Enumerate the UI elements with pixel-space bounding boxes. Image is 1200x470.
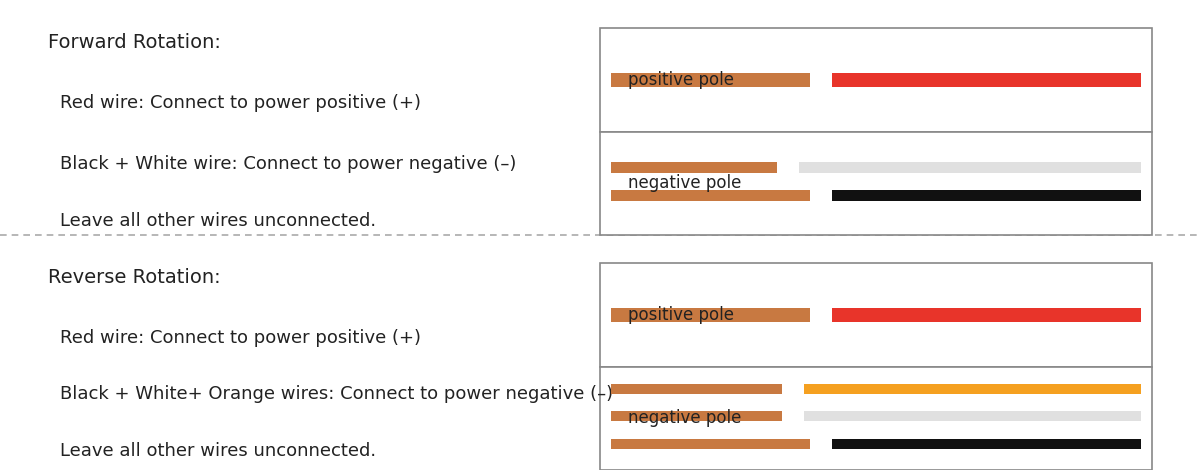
FancyBboxPatch shape	[611, 73, 810, 86]
Text: Red wire: Connect to power positive (+): Red wire: Connect to power positive (+)	[60, 329, 421, 347]
FancyBboxPatch shape	[600, 28, 1152, 132]
FancyBboxPatch shape	[611, 162, 776, 173]
FancyBboxPatch shape	[611, 384, 782, 394]
FancyBboxPatch shape	[804, 411, 1141, 421]
Text: positive pole: positive pole	[628, 71, 733, 89]
Text: negative pole: negative pole	[628, 409, 740, 427]
FancyBboxPatch shape	[804, 384, 1141, 394]
Text: Leave all other wires unconnected.: Leave all other wires unconnected.	[60, 442, 376, 460]
FancyBboxPatch shape	[832, 439, 1141, 449]
FancyBboxPatch shape	[832, 308, 1141, 321]
Text: negative pole: negative pole	[628, 174, 740, 192]
Text: Leave all other wires unconnected.: Leave all other wires unconnected.	[60, 212, 376, 229]
Text: Reverse Rotation:: Reverse Rotation:	[48, 268, 221, 287]
FancyBboxPatch shape	[832, 73, 1141, 86]
FancyBboxPatch shape	[611, 190, 810, 202]
FancyBboxPatch shape	[832, 190, 1141, 202]
Text: Black + White wire: Connect to power negative (–): Black + White wire: Connect to power neg…	[60, 155, 516, 173]
FancyBboxPatch shape	[799, 162, 1141, 173]
FancyBboxPatch shape	[611, 439, 810, 449]
FancyBboxPatch shape	[600, 263, 1152, 367]
Text: Forward Rotation:: Forward Rotation:	[48, 33, 221, 52]
FancyBboxPatch shape	[600, 132, 1152, 235]
FancyBboxPatch shape	[611, 308, 810, 321]
FancyBboxPatch shape	[600, 367, 1152, 470]
Text: Black + White+ Orange wires: Connect to power negative (–): Black + White+ Orange wires: Connect to …	[60, 385, 613, 403]
FancyBboxPatch shape	[611, 411, 782, 421]
Text: positive pole: positive pole	[628, 306, 733, 324]
Text: Red wire: Connect to power positive (+): Red wire: Connect to power positive (+)	[60, 94, 421, 112]
